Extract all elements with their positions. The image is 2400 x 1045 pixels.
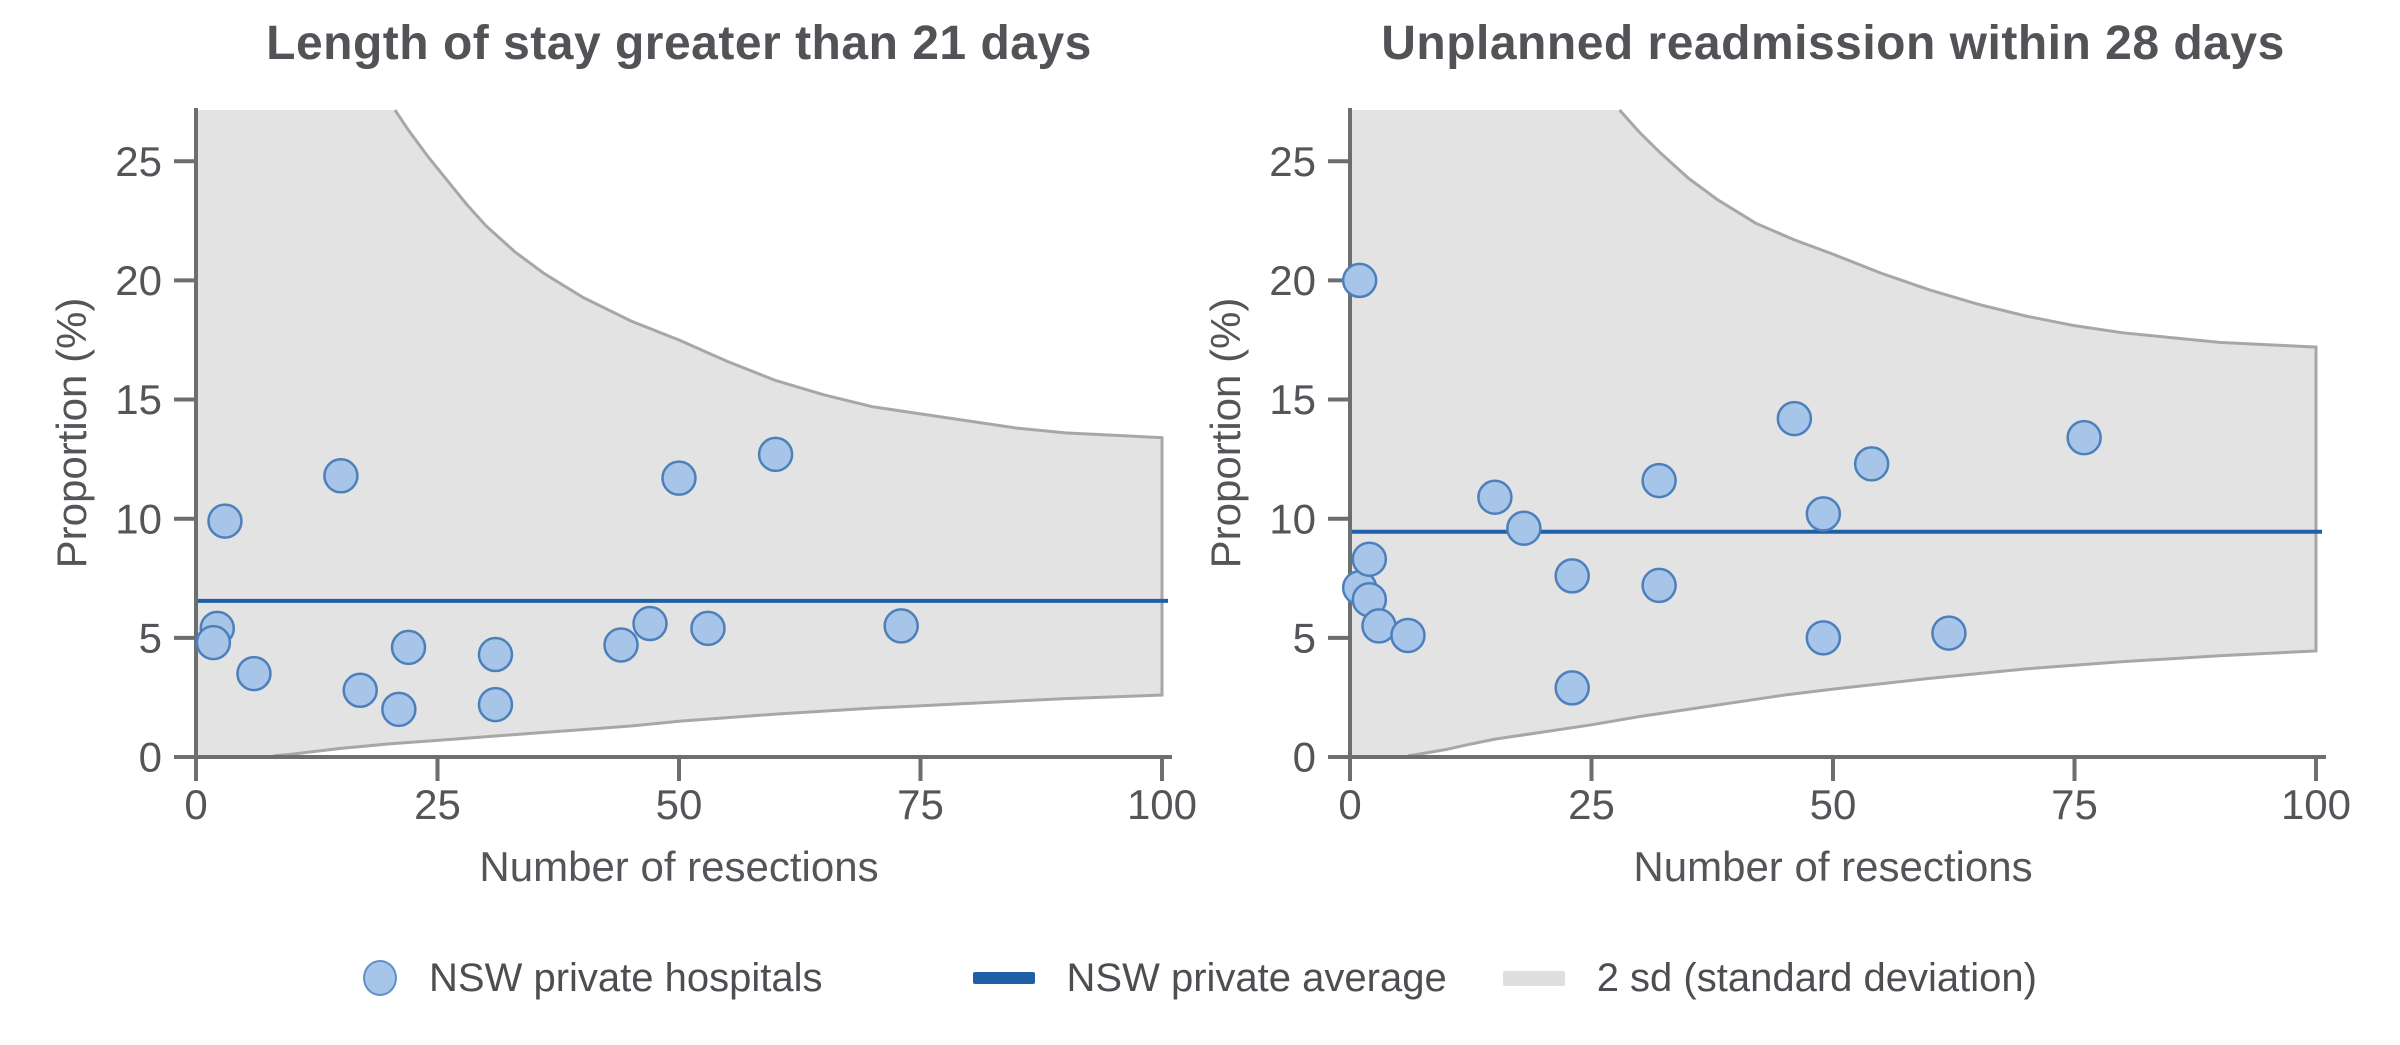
data-point bbox=[1390, 617, 1426, 654]
data-point bbox=[603, 627, 639, 663]
x-tick-label: 0 bbox=[184, 781, 207, 828]
y-tick-label: 20 bbox=[1269, 257, 1316, 304]
data-point bbox=[1641, 462, 1677, 499]
sd-band-outline bbox=[1407, 108, 2318, 758]
data-point bbox=[883, 608, 919, 644]
data-point bbox=[1776, 400, 1813, 437]
data-point bbox=[390, 629, 427, 666]
average-line-icon bbox=[972, 972, 1035, 984]
x-axis-label-left: Number of resections bbox=[479, 843, 879, 890]
x-tick-label: 25 bbox=[414, 781, 461, 828]
y-tick-label: 15 bbox=[1269, 376, 1316, 423]
funnel-plot-length-of-stay: 0 5 10 15 20 25 0 25 50 75 100 bbox=[115, 108, 1197, 828]
data-point bbox=[342, 672, 378, 709]
y-tick-label: 20 bbox=[115, 257, 162, 304]
x-tick-label: 100 bbox=[2281, 781, 2351, 828]
data-point bbox=[1805, 496, 1842, 532]
x-tick-label: 75 bbox=[2051, 781, 2098, 828]
chart-title-length-of-stay: Length of stay greater than 21 days bbox=[266, 17, 1092, 70]
data-point bbox=[1554, 670, 1590, 706]
sd-band bbox=[1350, 110, 2316, 757]
data-point bbox=[1477, 479, 1513, 515]
legend: NSW private hospitals NSW private averag… bbox=[0, 948, 2400, 1008]
data-point bbox=[1641, 567, 1677, 604]
legend-label: 2 sd (standard deviation) bbox=[1596, 955, 2037, 1000]
data-point bbox=[1931, 615, 1967, 651]
data-point bbox=[1351, 541, 1388, 577]
legend-item-average: NSW private average bbox=[972, 955, 1447, 1001]
data-points bbox=[1341, 262, 2102, 706]
data-point bbox=[632, 605, 668, 642]
data-point bbox=[661, 460, 697, 496]
x-tick-label: 25 bbox=[1568, 781, 1615, 828]
sd-band-outline bbox=[273, 109, 1164, 758]
x-tick-label: 0 bbox=[1338, 781, 1361, 828]
x-tick-label: 50 bbox=[656, 781, 703, 828]
data-point bbox=[757, 436, 794, 473]
data-point bbox=[207, 503, 243, 539]
x-tick-label: 100 bbox=[1127, 781, 1197, 828]
data-point bbox=[477, 636, 514, 673]
data-point bbox=[690, 610, 726, 647]
data-point bbox=[195, 624, 232, 661]
data-point bbox=[1506, 510, 1542, 546]
x-tick-label: 50 bbox=[1810, 781, 1857, 828]
data-point bbox=[236, 655, 272, 692]
hospital-point-icon bbox=[363, 960, 398, 996]
data-point bbox=[1341, 262, 1378, 299]
data-point bbox=[1805, 620, 1842, 656]
legend-item-hospitals: NSW private hospitals bbox=[363, 955, 823, 1001]
legend-item-2sd-band: 2 sd (standard deviation) bbox=[1502, 955, 2037, 1001]
y-tick-label: 5 bbox=[1293, 615, 1316, 662]
data-points bbox=[195, 436, 919, 728]
data-point bbox=[2066, 419, 2102, 456]
chart-title-readmission: Unplanned readmission within 28 days bbox=[1381, 17, 2285, 70]
y-tick-label: 15 bbox=[115, 376, 162, 423]
y-tick-label: 0 bbox=[1293, 734, 1316, 781]
y-tick-label: 5 bbox=[139, 615, 162, 662]
data-point bbox=[1554, 558, 1590, 594]
x-axis-label-right: Number of resections bbox=[1633, 843, 2033, 890]
funnel-plot-readmission: 0 5 10 15 20 25 0 25 50 75 100 bbox=[1269, 108, 2351, 828]
y-tick-label: 25 bbox=[115, 138, 162, 185]
data-point bbox=[381, 691, 417, 728]
legend-label: NSW private hospitals bbox=[429, 955, 823, 1000]
sd-band bbox=[196, 110, 1162, 757]
y-tick-label: 0 bbox=[139, 734, 162, 781]
data-point bbox=[323, 458, 359, 494]
y-tick-label: 10 bbox=[1269, 495, 1316, 542]
sd-band-icon bbox=[1502, 970, 1565, 986]
y-tick-label: 25 bbox=[1269, 138, 1316, 185]
x-tick-label: 75 bbox=[897, 781, 944, 828]
data-point bbox=[1853, 446, 1890, 482]
data-point bbox=[477, 686, 514, 723]
legend-label: NSW private average bbox=[1066, 955, 1447, 1000]
y-tick-label: 10 bbox=[115, 495, 162, 542]
